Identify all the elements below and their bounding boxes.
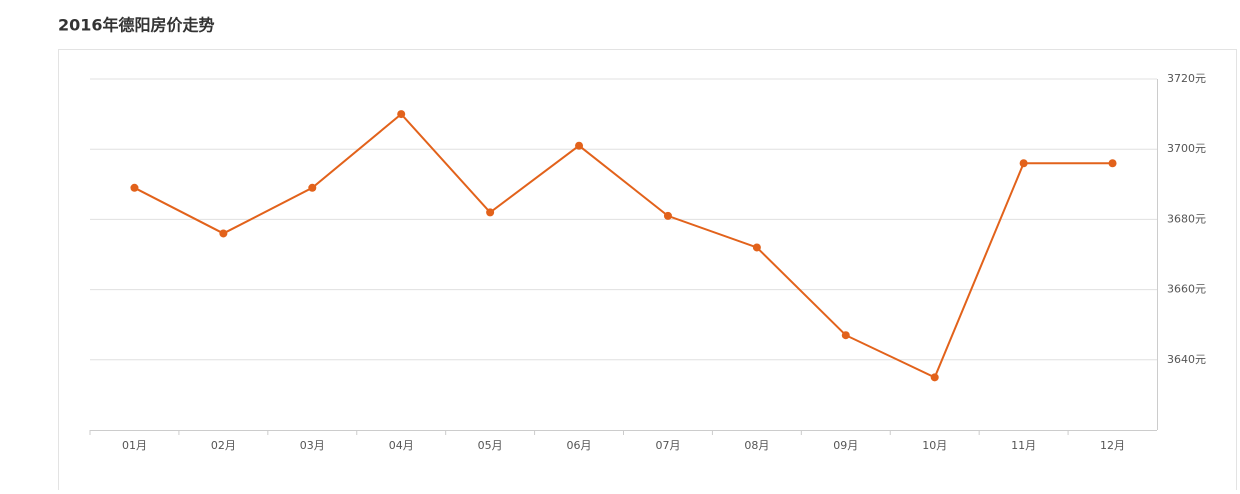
data-point <box>397 110 406 119</box>
line-series <box>134 112 1113 379</box>
data-point <box>1108 159 1117 168</box>
data-point <box>575 141 584 150</box>
data-point <box>841 331 850 340</box>
data-point <box>308 183 317 192</box>
data-point <box>930 373 939 382</box>
x-tick-label: 01月 <box>122 439 147 452</box>
chart-title: 2016年德阳房价走势 <box>58 16 215 35</box>
x-tick-label: 05月 <box>478 439 503 452</box>
y-tick-label: 3680元 <box>1167 212 1206 225</box>
x-tick-label: 09月 <box>833 439 858 452</box>
y-tick-label: 3660元 <box>1167 283 1206 296</box>
data-point <box>219 229 228 238</box>
x-tick-label: 03月 <box>300 439 325 452</box>
x-tick-label: 04月 <box>389 439 414 452</box>
data-point <box>130 183 139 192</box>
x-tick-label: 06月 <box>567 439 592 452</box>
data-point <box>1019 159 1028 168</box>
data-point <box>752 243 761 252</box>
data-point <box>486 208 495 217</box>
x-tick-label: 12月 <box>1100 439 1125 452</box>
y-tick-label: 3640元 <box>1167 353 1206 366</box>
y-tick-label: 3720元 <box>1167 72 1206 85</box>
chart-frame <box>58 49 1237 494</box>
x-tick-label: 10月 <box>922 439 947 452</box>
x-tick-label: 11月 <box>1011 439 1036 452</box>
x-tick-label: 08月 <box>744 439 769 452</box>
data-point <box>663 211 672 220</box>
x-tick-label: 07月 <box>655 439 680 452</box>
y-tick-label: 3700元 <box>1167 142 1206 155</box>
x-tick-label: 02月 <box>211 439 236 452</box>
